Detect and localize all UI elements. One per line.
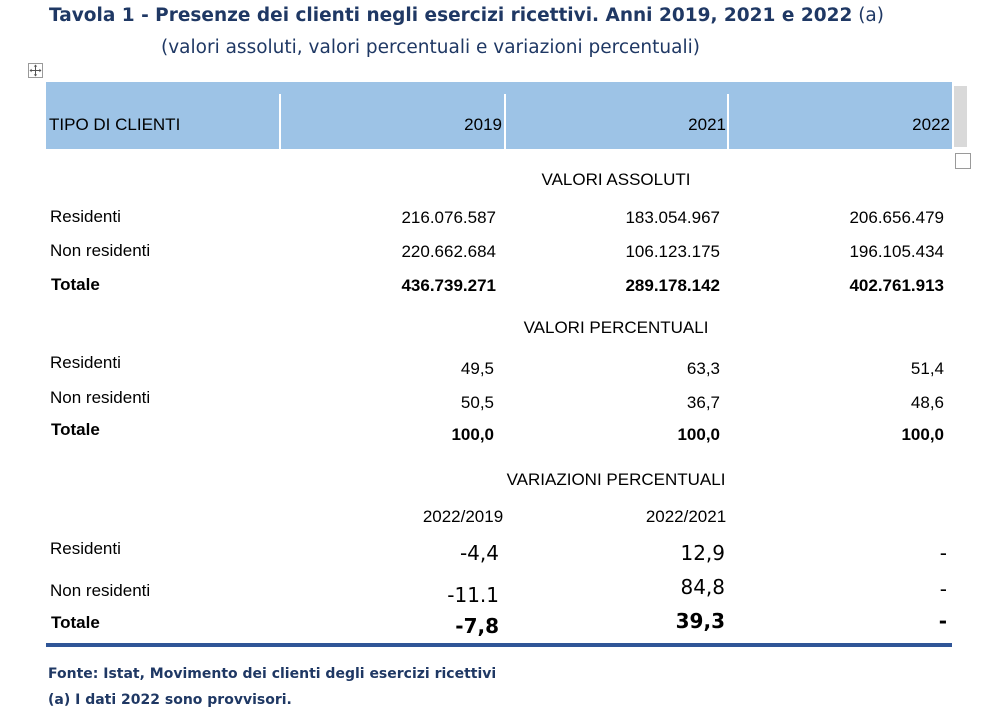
cell-abs-totale-2021: 289.178.142 — [625, 276, 720, 295]
cell-abs-nonres-2022: 196.105.434 — [849, 242, 944, 261]
cell-var-residenti-c: - — [939, 541, 947, 565]
cell-pct-residenti-2022: 51,4 — [910, 359, 944, 378]
footnote-source: Fonte: Istat, Movimento dei clienti degl… — [48, 666, 497, 682]
cell-var-nonres-c: - — [939, 577, 947, 601]
section-valori-assoluti: VALORI ASSOLUTI — [541, 170, 691, 189]
cell-abs-totale-2019: 436.739.271 — [401, 276, 496, 295]
var-header-2022-2019: 2022/2019 — [422, 507, 504, 526]
cell-pct-totale-2022: 100,0 — [901, 425, 944, 444]
row-label-residenti: Residenti — [50, 207, 121, 226]
row-label-non-residenti: Non residenti — [50, 581, 151, 600]
cell-pct-nonres-2022: 48,6 — [910, 393, 944, 412]
header-2021: 2021 — [688, 115, 726, 134]
cell-var-residenti-b: 12,9 — [680, 541, 725, 565]
section-valori-percentuali: VALORI PERCENTUALI — [523, 318, 709, 337]
cell-abs-nonres-2019: 220.662.684 — [401, 242, 496, 261]
cell-abs-residenti-2019: 216.076.587 — [401, 208, 496, 227]
table-edge-strip — [954, 86, 967, 147]
cell-pct-nonres-2019: 50,5 — [460, 393, 494, 412]
row-label-totale: Totale — [51, 275, 100, 294]
cell-var-totale-b: 39,3 — [675, 609, 725, 633]
row-label-non-residenti: Non residenti — [50, 241, 151, 260]
table-resize-handle[interactable] — [955, 153, 971, 169]
table-bottom-rule — [46, 643, 952, 647]
cell-pct-residenti-2019: 49,5 — [460, 359, 494, 378]
cell-abs-totale-2022: 402.761.913 — [849, 276, 944, 295]
section-variazioni-percentuali: VARIAZIONI PERCENTUALI — [506, 470, 726, 489]
cell-pct-totale-2019: 100,0 — [451, 425, 494, 444]
cell-var-nonres-a: -11.1 — [447, 583, 499, 607]
cell-var-residenti-a: -4,4 — [459, 541, 499, 565]
header-2019: 2019 — [464, 115, 502, 134]
cell-abs-nonres-2021: 106.123.175 — [625, 242, 720, 261]
row-label-non-residenti: Non residenti — [50, 388, 151, 407]
cell-var-totale-c: - — [938, 609, 947, 633]
cell-abs-residenti-2022: 206.656.479 — [849, 208, 944, 227]
table-title: Tavola 1 - Presenze dei clienti negli es… — [49, 2, 949, 30]
table-header-row — [46, 82, 952, 149]
cell-var-totale-a: -7,8 — [455, 614, 499, 638]
header-separator — [727, 94, 729, 149]
header-separator — [279, 94, 281, 149]
table-title-main: Tavola 1 - Presenze dei clienti negli es… — [49, 5, 853, 26]
cell-pct-nonres-2021: 36,7 — [686, 393, 720, 412]
row-label-totale: Totale — [51, 613, 100, 632]
footnote-note-a: (a) I dati 2022 sono provvisori. — [48, 692, 292, 708]
cell-pct-totale-2021: 100,0 — [677, 425, 720, 444]
row-label-residenti: Residenti — [50, 353, 121, 372]
var-header-2022-2021: 2022/2021 — [645, 507, 727, 526]
cell-abs-residenti-2021: 183.054.967 — [625, 208, 720, 227]
header-2022: 2022 — [912, 115, 950, 134]
table-title-note: (a) — [858, 5, 884, 26]
table-subtitle: (valori assoluti, valori percentuali e v… — [161, 37, 700, 58]
table-move-handle-icon[interactable] — [28, 63, 43, 78]
row-label-totale: Totale — [51, 420, 100, 439]
row-label-residenti: Residenti — [50, 539, 121, 558]
cell-pct-residenti-2021: 63,3 — [686, 359, 720, 378]
header-tipo-clienti: TIPO DI CLIENTI — [49, 115, 181, 134]
cell-var-nonres-b: 84,8 — [680, 575, 725, 599]
header-separator — [504, 94, 506, 149]
